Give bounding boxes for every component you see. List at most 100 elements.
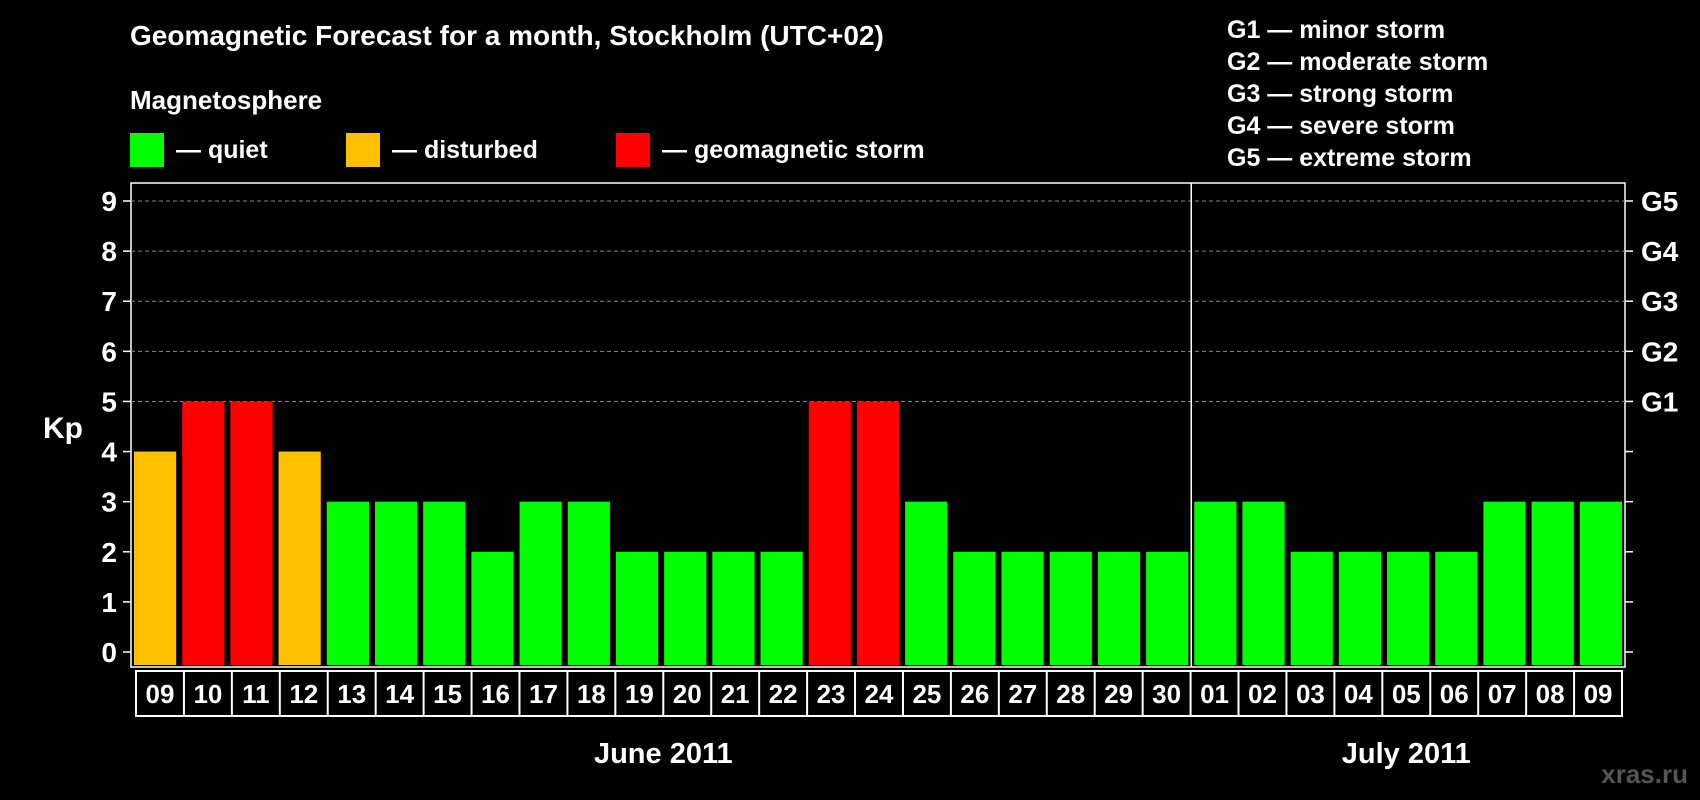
kp-bar: [760, 551, 803, 665]
x-tick-label: 30: [1152, 679, 1181, 709]
x-tick-label: 29: [1104, 679, 1133, 709]
magnetosphere-title: Magnetosphere: [130, 85, 323, 115]
legend-disturbed: — disturbed: [346, 133, 538, 167]
x-tick-label: 17: [529, 679, 558, 709]
y-tick-label: 7: [101, 286, 117, 317]
kp-bar: [1579, 501, 1622, 665]
kp-bar: [905, 501, 948, 665]
kp-bar: [134, 451, 177, 665]
x-tick-label: 28: [1056, 679, 1085, 709]
storm-level-label: G3: [1641, 286, 1678, 317]
storm-legend-g5: G5 — extreme storm: [1227, 144, 1472, 172]
x-tick-label: 18: [577, 679, 606, 709]
x-tick-label: 26: [960, 679, 989, 709]
kp-bar: [1242, 501, 1285, 665]
y-axis-label: Kp: [43, 412, 83, 445]
kp-bar: [1290, 551, 1333, 665]
storm-legend-g4: G4 — severe storm: [1227, 112, 1455, 140]
legend-label-storm: — geomagnetic storm: [662, 135, 925, 164]
kp-bar: [1097, 551, 1141, 665]
kp-bar: [567, 501, 610, 665]
kp-bar: [1049, 551, 1092, 665]
kp-bar: [1387, 551, 1430, 665]
x-tick-label: 05: [1392, 679, 1421, 709]
storm-legend-g2: G2 — moderate storm: [1227, 48, 1489, 76]
storm-legend-g1: G1 — minor storm: [1227, 16, 1446, 44]
x-tick-label: 16: [481, 679, 510, 709]
y-tick-label: 4: [101, 437, 117, 468]
y-tick-label: 5: [101, 386, 117, 417]
x-tick-label: 15: [433, 679, 462, 709]
storm-level-label: G5: [1641, 186, 1678, 217]
kp-bar: [712, 551, 755, 665]
plot-frame: [130, 182, 1626, 668]
storm-scale-legend: G1 — minor storm G2 — moderate storm G3 …: [1227, 14, 1488, 174]
kp-bar: [423, 501, 466, 665]
kp-bar: [519, 501, 562, 665]
x-tick-label: 01: [1200, 679, 1229, 709]
kp-bar: [471, 551, 514, 665]
x-tick-label: 21: [721, 679, 750, 709]
x-tick-label: 12: [289, 679, 318, 709]
x-tick-label: 19: [625, 679, 654, 709]
kp-bar: [1001, 551, 1044, 665]
x-tick-label: 07: [1488, 679, 1517, 709]
x-tick-label: 13: [337, 679, 366, 709]
x-tick-label: 14: [385, 679, 414, 709]
storm-level-label: G2: [1641, 336, 1678, 367]
y-tick-label: 2: [101, 537, 117, 568]
kp-bar: [615, 551, 659, 665]
kp-bar: [1483, 501, 1526, 665]
x-tick-label: 02: [1248, 679, 1277, 709]
x-tick-label: 20: [673, 679, 702, 709]
legend-quiet: — quiet: [130, 133, 268, 167]
x-tick-label: 24: [865, 679, 894, 709]
x-tick-label: 08: [1536, 679, 1565, 709]
y-tick-label: 0: [101, 637, 117, 668]
x-tick-label: 09: [146, 679, 175, 709]
day-label-strip: [135, 670, 1623, 717]
kp-bar: [1338, 551, 1382, 665]
legend-swatch-quiet: [130, 133, 164, 167]
chart-title: Geomagnetic Forecast for a month, Stockh…: [130, 20, 884, 51]
month-label: July 2011: [1342, 738, 1471, 770]
kp-bar: [374, 501, 418, 665]
x-tick-label: 10: [193, 679, 222, 709]
storm-legend-g3: G3 — strong storm: [1227, 80, 1454, 108]
legend-swatch-disturbed: [346, 133, 380, 167]
kp-bar: [1194, 501, 1237, 665]
y-tick-label: 6: [101, 336, 117, 367]
x-tick-label: 22: [769, 679, 798, 709]
y-tick-label: 1: [101, 587, 117, 618]
kp-bar: [326, 501, 369, 665]
legend-label-quiet: — quiet: [176, 135, 268, 164]
y-tick-label: 8: [101, 236, 117, 267]
watermark: xras.ru: [1601, 759, 1688, 789]
legend-swatch-storm: [616, 133, 650, 167]
y-tick-label: 3: [101, 487, 117, 518]
kp-bar: [664, 551, 707, 665]
kp-bar: [1435, 551, 1478, 665]
kp-bar: [808, 401, 851, 665]
x-tick-label: 27: [1008, 679, 1037, 709]
kp-bar: [230, 401, 273, 665]
x-tick-label: 23: [817, 679, 846, 709]
x-tick-label: 03: [1296, 679, 1325, 709]
kp-bar: [182, 401, 225, 665]
storm-level-label: G1: [1641, 386, 1678, 417]
x-tick-label: 11: [242, 679, 270, 709]
x-tick-label: 04: [1344, 679, 1373, 709]
x-tick-label: 09: [1584, 679, 1613, 709]
month-label: June 2011: [594, 738, 733, 770]
kp-bar: [1146, 551, 1189, 665]
legend-label-disturbed: — disturbed: [392, 135, 538, 164]
kp-bar: [1531, 501, 1574, 665]
x-tick-label: 25: [912, 679, 941, 709]
storm-level-label: G4: [1641, 236, 1679, 267]
kp-bar: [856, 401, 900, 665]
y-tick-label: 9: [101, 186, 117, 217]
kp-bar: [278, 451, 321, 665]
kp-bar: [953, 551, 996, 665]
x-tick-label: 06: [1440, 679, 1469, 709]
